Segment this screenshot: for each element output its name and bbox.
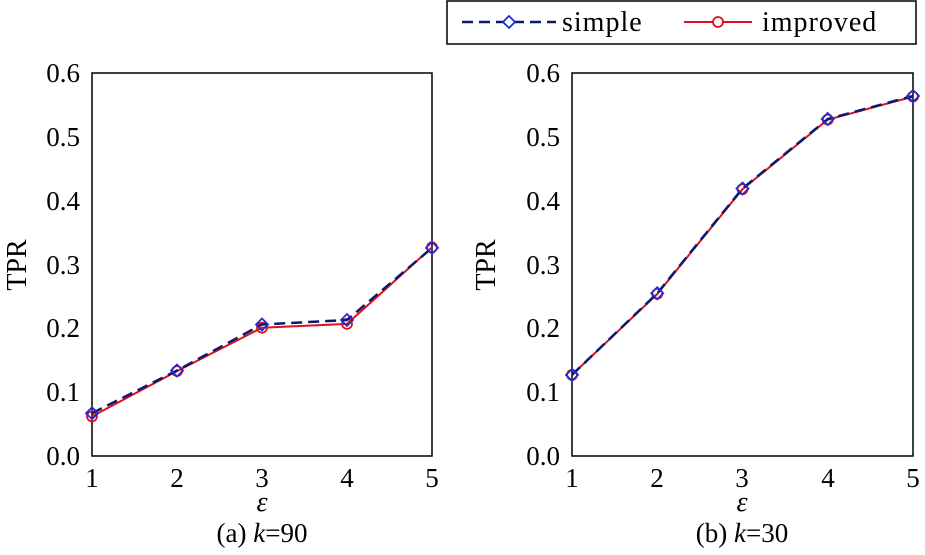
data-point-simple <box>424 240 440 256</box>
plot-area-b <box>571 72 914 457</box>
y-tick-labels-a: 0.0 0.1 0.2 0.3 0.4 0.5 0.6 <box>46 58 80 471</box>
data-point-simple <box>254 317 270 332</box>
y-tick-label: 0.3 <box>526 250 560 280</box>
y-tick-label: 0.0 <box>526 441 560 471</box>
data-point-simple <box>339 312 355 328</box>
x-tick-label: 2 <box>170 463 184 493</box>
x-tick-label: 4 <box>340 463 354 493</box>
x-tick-label: 5 <box>906 463 920 493</box>
data-point-simple <box>169 363 185 378</box>
x-tick-labels-b: 1 2 3 4 5 <box>565 463 920 493</box>
series-layer-b <box>564 88 921 383</box>
y-tick-labels-b: 0.0 0.1 0.2 0.3 0.4 0.5 0.6 <box>526 58 560 471</box>
caption-a: (a) k=90 <box>217 518 308 548</box>
caption-b: (b) k=30 <box>696 518 788 548</box>
legend-simple-marker <box>501 14 517 30</box>
data-point-simple <box>905 88 921 104</box>
y-tick-label: 0.5 <box>46 122 80 152</box>
x-axis-label-a: ε <box>256 487 267 518</box>
x-tick-labels-a: 1 2 3 4 5 <box>85 463 439 493</box>
y-tick-label: 0.0 <box>46 441 80 471</box>
x-axis-label-b: ε <box>736 487 747 518</box>
legend-simple-label: simple <box>562 7 643 38</box>
x-tick-label: 2 <box>650 463 664 493</box>
y-axis-label-a: TPR <box>2 239 33 291</box>
series-line-improved <box>91 246 433 418</box>
y-tick-label: 0.2 <box>526 313 560 343</box>
y-tick-label: 0.4 <box>46 186 80 216</box>
y-tick-label: 0.2 <box>46 313 80 343</box>
legend-box <box>446 0 917 45</box>
x-tick-label: 3 <box>255 463 269 493</box>
y-tick-label: 0.6 <box>526 58 560 88</box>
data-point-simple <box>564 367 580 383</box>
y-tick-label: 0.4 <box>526 186 560 216</box>
x-tick-label: 1 <box>85 463 99 493</box>
x-tick-label: 5 <box>425 463 439 493</box>
data-point-simple <box>649 285 665 301</box>
legend-improved-label: improved <box>762 7 877 38</box>
y-tick-label: 0.6 <box>46 58 80 88</box>
x-tick-label: 4 <box>821 463 835 493</box>
y-axis-label-b: TPR <box>471 239 502 291</box>
series-line-simple <box>571 94 914 376</box>
panel-a: 0.0 0.1 0.2 0.3 0.4 0.5 0.6 1 2 3 4 5 TP… <box>2 58 440 548</box>
series-line-improved <box>571 95 914 376</box>
y-tick-label: 0.5 <box>526 122 560 152</box>
data-point-simple <box>735 181 750 196</box>
y-tick-label: 0.1 <box>46 377 80 407</box>
y-tick-label: 0.1 <box>526 377 560 407</box>
plot-area-a <box>91 72 433 457</box>
data-point-simple <box>84 405 100 421</box>
panel-b: 0.0 0.1 0.2 0.3 0.4 0.5 0.6 1 2 3 4 5 TP… <box>471 58 921 548</box>
data-point-simple <box>820 111 836 127</box>
x-tick-label: 3 <box>735 463 749 493</box>
series-layer-a <box>84 240 440 423</box>
legend-improved-marker <box>712 16 724 28</box>
series-line-simple <box>91 246 433 415</box>
data-point-improved <box>86 410 98 423</box>
x-tick-label: 1 <box>565 463 579 493</box>
legend: simple improved <box>446 0 917 45</box>
data-point-improved <box>256 321 268 334</box>
y-tick-label: 0.3 <box>46 250 80 280</box>
